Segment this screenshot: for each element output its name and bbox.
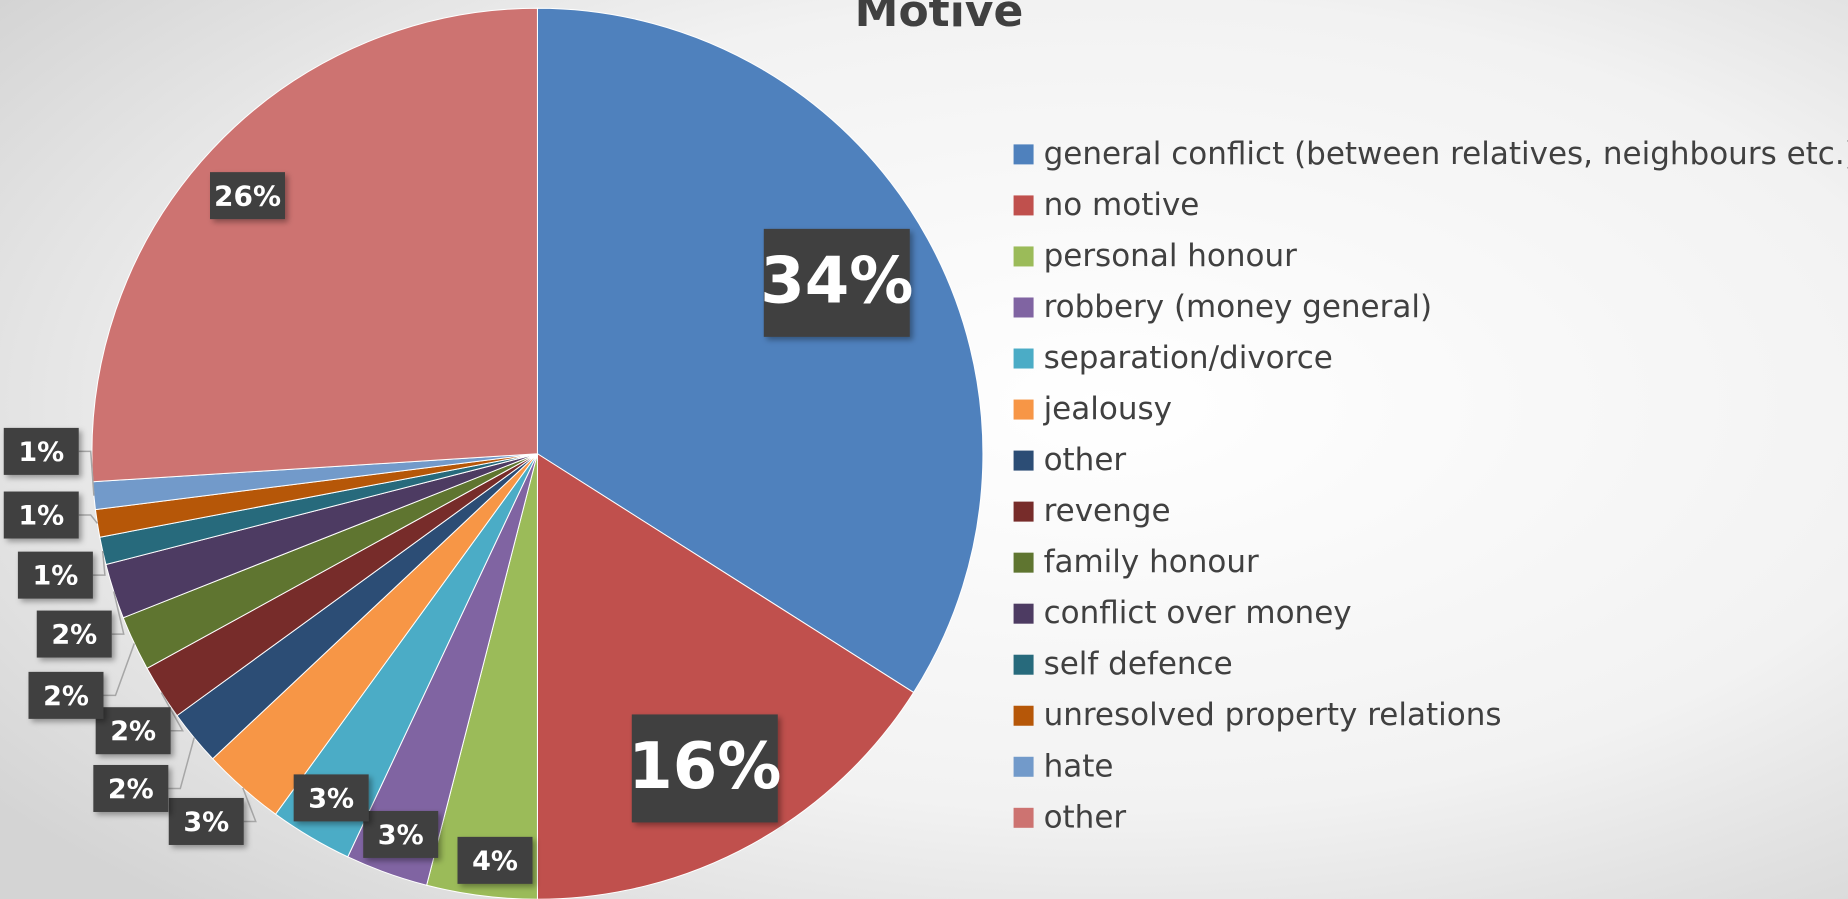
leader-line bbox=[92, 550, 106, 576]
legend: general conflict (between relatives, nei… bbox=[1013, 136, 1848, 835]
data-label-box bbox=[28, 671, 104, 719]
data-label: 4% bbox=[472, 846, 518, 877]
legend-swatch bbox=[1013, 501, 1034, 522]
data-label: 2% bbox=[43, 681, 89, 712]
data-label: 1% bbox=[18, 437, 64, 468]
legend-swatch bbox=[1013, 195, 1034, 216]
data-label: 26% bbox=[214, 180, 281, 213]
data-label: 3% bbox=[183, 807, 229, 838]
legend-label: robbery (money general) bbox=[1044, 289, 1433, 325]
data-label: 1% bbox=[32, 561, 78, 592]
leader-line bbox=[160, 692, 184, 732]
legend-label: unresolved property relations bbox=[1044, 697, 1502, 733]
legend-label: other bbox=[1044, 442, 1127, 478]
data-label: 34% bbox=[760, 244, 913, 318]
legend-label: family honour bbox=[1044, 544, 1259, 580]
data-label: 2% bbox=[108, 774, 154, 805]
pie-slice bbox=[536, 452, 915, 899]
pie bbox=[91, 7, 984, 899]
leader-line bbox=[78, 514, 99, 524]
legend-label: hate bbox=[1044, 748, 1114, 784]
legend-swatch bbox=[1013, 246, 1034, 267]
data-label: 2% bbox=[51, 620, 97, 651]
leader-line bbox=[111, 591, 125, 635]
legend-swatch bbox=[1013, 756, 1034, 777]
data-label-box bbox=[210, 172, 285, 220]
data-label-box bbox=[36, 610, 112, 658]
data-label: 3% bbox=[308, 783, 354, 814]
leader-line bbox=[242, 787, 257, 823]
legend-swatch bbox=[1013, 807, 1034, 828]
legend-label: revenge bbox=[1044, 493, 1171, 529]
data-label: 16% bbox=[628, 730, 781, 804]
data-label-box bbox=[763, 228, 910, 337]
leader-line bbox=[168, 737, 195, 790]
legend-label: conflict over money bbox=[1044, 595, 1352, 631]
legend-label: general conflict (between relatives, nei… bbox=[1044, 136, 1848, 172]
legend-label: personal honour bbox=[1044, 238, 1298, 274]
pie-slice bbox=[536, 7, 984, 694]
data-label-box bbox=[293, 774, 369, 822]
data-label-box bbox=[3, 491, 79, 539]
legend-swatch bbox=[1013, 450, 1034, 471]
data-label-box bbox=[168, 797, 244, 845]
data-label-box bbox=[95, 707, 171, 755]
legend-label: other bbox=[1044, 799, 1127, 835]
legend-label: no motive bbox=[1044, 187, 1200, 223]
chart-title: Motive bbox=[855, 0, 1024, 37]
leader-line bbox=[78, 450, 95, 496]
data-label-box bbox=[457, 836, 533, 884]
data-label: 2% bbox=[110, 716, 156, 747]
legend-swatch bbox=[1013, 297, 1034, 318]
legend-swatch bbox=[1013, 399, 1034, 420]
data-labels: 34% 16% 4% 3% 3% 3% 2% 2% 2% 2% 1% 1% 1% 26% bbox=[3, 172, 913, 884]
legend-swatch bbox=[1013, 144, 1034, 165]
data-label-box bbox=[17, 551, 93, 599]
legend-swatch bbox=[1013, 705, 1034, 726]
legend-swatch bbox=[1013, 654, 1034, 675]
legend-swatch bbox=[1013, 552, 1034, 573]
pie-slice bbox=[91, 7, 538, 483]
legend-label: jealousy bbox=[1043, 391, 1172, 427]
legend-label: separation/divorce bbox=[1044, 340, 1333, 376]
legend-label: self defence bbox=[1044, 646, 1233, 682]
data-label-box bbox=[3, 427, 79, 475]
leader-line bbox=[103, 643, 136, 697]
data-label-box bbox=[363, 810, 439, 858]
data-label-box bbox=[631, 714, 778, 823]
data-label: 3% bbox=[378, 820, 424, 851]
data-label: 1% bbox=[18, 501, 64, 532]
legend-swatch bbox=[1013, 348, 1034, 369]
legend-swatch bbox=[1013, 603, 1034, 624]
data-label-box bbox=[93, 764, 169, 812]
